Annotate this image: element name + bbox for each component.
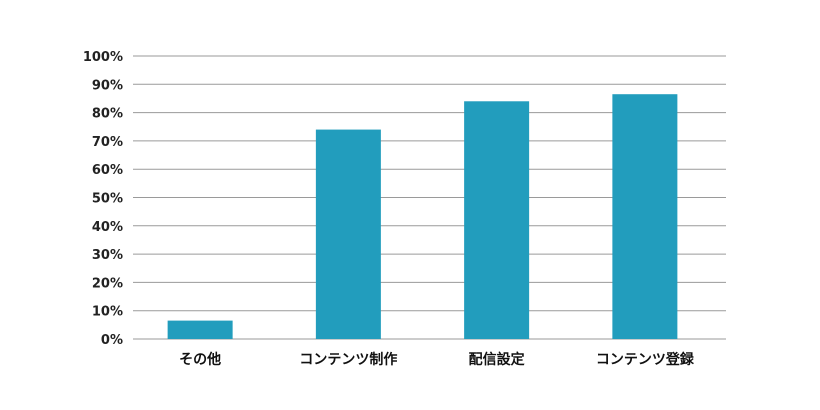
- y-tick-label: 0%: [101, 333, 123, 348]
- bar: [315, 129, 381, 339]
- x-category-label: コンテンツ制作: [299, 351, 397, 368]
- y-tick-label: 80%: [92, 107, 123, 122]
- bar: [612, 94, 678, 339]
- y-tick-label: 40%: [92, 220, 123, 235]
- y-tick-label: 100%: [83, 50, 123, 65]
- y-tick-label: 50%: [92, 192, 123, 207]
- bar: [464, 101, 530, 339]
- gridlines: [133, 55, 726, 340]
- x-category-label: その他: [179, 351, 221, 368]
- y-axis-ticks: 0% 10% 20% 30% 40% 50% 60% 70% 80% 90% 100%: [83, 50, 123, 348]
- bars: [167, 94, 678, 339]
- y-tick-label: 20%: [92, 276, 123, 291]
- y-tick-label: 90%: [92, 78, 123, 93]
- x-category-label: コンテンツ登録: [596, 351, 695, 368]
- x-axis-categories: その他 コンテンツ制作 配信設定 コンテンツ登録: [179, 351, 695, 368]
- y-tick-label: 60%: [92, 163, 123, 178]
- bar: [167, 320, 233, 339]
- y-tick-label: 10%: [92, 305, 123, 320]
- x-category-label: 配信設定: [469, 351, 525, 368]
- y-tick-label: 30%: [92, 248, 123, 263]
- y-tick-label: 70%: [92, 135, 123, 150]
